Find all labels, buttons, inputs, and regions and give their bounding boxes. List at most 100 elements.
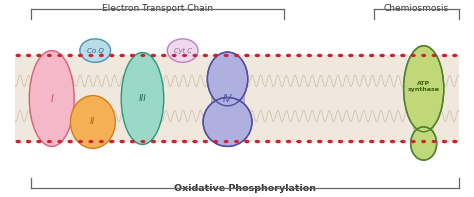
Ellipse shape xyxy=(380,140,384,143)
Ellipse shape xyxy=(99,54,104,57)
FancyBboxPatch shape xyxy=(413,98,434,143)
Ellipse shape xyxy=(255,54,260,57)
Ellipse shape xyxy=(172,140,177,143)
Ellipse shape xyxy=(245,54,249,57)
Ellipse shape xyxy=(78,140,83,143)
Ellipse shape xyxy=(276,140,281,143)
Ellipse shape xyxy=(47,54,52,57)
Ellipse shape xyxy=(296,140,301,143)
Ellipse shape xyxy=(16,54,21,57)
Ellipse shape xyxy=(172,140,177,143)
Text: I: I xyxy=(50,94,53,103)
Ellipse shape xyxy=(369,54,374,57)
Ellipse shape xyxy=(328,140,333,143)
Ellipse shape xyxy=(421,54,426,57)
Ellipse shape xyxy=(224,54,228,57)
Ellipse shape xyxy=(307,140,312,143)
Ellipse shape xyxy=(286,140,291,143)
Text: Electron Transport Chain: Electron Transport Chain xyxy=(102,4,213,13)
Ellipse shape xyxy=(99,140,104,143)
Ellipse shape xyxy=(411,54,416,57)
Ellipse shape xyxy=(380,54,384,57)
Ellipse shape xyxy=(421,140,426,143)
Ellipse shape xyxy=(452,54,457,57)
Ellipse shape xyxy=(317,54,322,57)
Ellipse shape xyxy=(452,140,457,143)
Ellipse shape xyxy=(452,140,457,143)
Ellipse shape xyxy=(161,140,166,143)
Ellipse shape xyxy=(390,54,395,57)
Ellipse shape xyxy=(71,96,115,148)
Ellipse shape xyxy=(224,54,228,57)
Ellipse shape xyxy=(255,54,260,57)
Ellipse shape xyxy=(265,54,270,57)
Ellipse shape xyxy=(57,54,62,57)
Ellipse shape xyxy=(68,140,73,143)
Ellipse shape xyxy=(130,140,135,143)
Ellipse shape xyxy=(161,54,166,57)
Ellipse shape xyxy=(317,140,322,143)
Ellipse shape xyxy=(403,46,444,132)
Ellipse shape xyxy=(359,54,364,57)
Ellipse shape xyxy=(369,140,374,143)
Ellipse shape xyxy=(411,140,416,143)
Ellipse shape xyxy=(442,54,447,57)
Ellipse shape xyxy=(245,140,249,143)
Ellipse shape xyxy=(78,54,83,57)
Ellipse shape xyxy=(109,54,114,57)
Ellipse shape xyxy=(151,140,156,143)
Ellipse shape xyxy=(348,54,354,57)
Ellipse shape xyxy=(78,140,83,143)
Ellipse shape xyxy=(213,140,218,143)
Ellipse shape xyxy=(432,54,437,57)
Ellipse shape xyxy=(26,54,31,57)
Ellipse shape xyxy=(140,54,146,57)
Ellipse shape xyxy=(317,140,322,143)
Ellipse shape xyxy=(99,140,104,143)
Ellipse shape xyxy=(68,140,73,143)
Ellipse shape xyxy=(47,140,52,143)
Ellipse shape xyxy=(359,140,364,143)
Ellipse shape xyxy=(109,54,114,57)
Text: II: II xyxy=(90,117,95,126)
Ellipse shape xyxy=(234,54,239,57)
Ellipse shape xyxy=(348,54,354,57)
Text: Co Q: Co Q xyxy=(87,47,104,54)
Ellipse shape xyxy=(442,140,447,143)
Ellipse shape xyxy=(328,140,333,143)
Ellipse shape xyxy=(359,54,364,57)
Ellipse shape xyxy=(296,54,301,57)
Ellipse shape xyxy=(130,140,135,143)
Ellipse shape xyxy=(172,54,177,57)
Ellipse shape xyxy=(380,140,384,143)
Ellipse shape xyxy=(121,53,164,144)
Ellipse shape xyxy=(26,54,31,57)
Ellipse shape xyxy=(432,140,437,143)
Ellipse shape xyxy=(29,51,74,146)
Ellipse shape xyxy=(390,140,395,143)
Ellipse shape xyxy=(192,140,197,143)
Ellipse shape xyxy=(119,140,125,143)
FancyBboxPatch shape xyxy=(210,79,245,112)
Ellipse shape xyxy=(255,140,260,143)
Ellipse shape xyxy=(161,140,166,143)
Ellipse shape xyxy=(89,140,93,143)
Ellipse shape xyxy=(307,54,312,57)
Ellipse shape xyxy=(182,54,187,57)
Ellipse shape xyxy=(452,54,457,57)
Ellipse shape xyxy=(192,54,197,57)
Text: Oxidative Phosphorylation: Oxidative Phosphorylation xyxy=(174,184,316,193)
Ellipse shape xyxy=(78,54,83,57)
Ellipse shape xyxy=(16,140,21,143)
Ellipse shape xyxy=(390,140,395,143)
Ellipse shape xyxy=(286,54,291,57)
Ellipse shape xyxy=(401,54,405,57)
Ellipse shape xyxy=(203,54,208,57)
Ellipse shape xyxy=(203,98,252,146)
Ellipse shape xyxy=(213,54,218,57)
Ellipse shape xyxy=(140,140,146,143)
Ellipse shape xyxy=(348,140,354,143)
Ellipse shape xyxy=(167,39,198,62)
Bar xyxy=(15,56,459,141)
Ellipse shape xyxy=(151,54,156,57)
